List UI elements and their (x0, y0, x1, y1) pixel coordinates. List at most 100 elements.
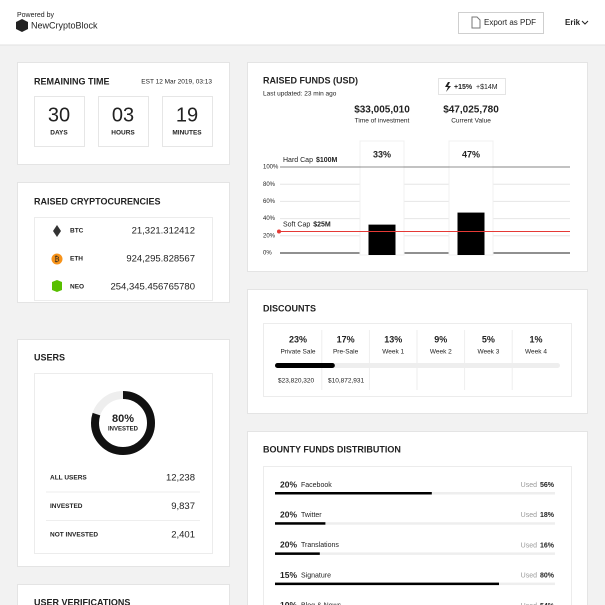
discount-amount: $23,820,320 (278, 378, 315, 385)
user-row-value: 12,238 (166, 473, 195, 484)
card-title: USERS (34, 352, 65, 362)
discount-stage: Week 3 (477, 349, 499, 356)
timestamp: EST 12 Mar 2019, 03:13 (141, 79, 212, 86)
column-amount: $33,005,010 (354, 105, 410, 116)
donut-arc (91, 391, 155, 455)
discount-stage: Week 4 (525, 349, 547, 356)
brand: NewCryptoBlock (31, 20, 98, 30)
column-amount: $47,025,780 (443, 105, 499, 116)
used-value: 80% (540, 572, 555, 579)
user-row-value: 9,837 (171, 501, 195, 512)
card-title: USER VERIFICATIONS (34, 597, 130, 605)
discount-value: 13% (384, 334, 402, 344)
y-tick-label: 80% (263, 182, 276, 188)
badge-change: +15% (454, 84, 473, 91)
y-tick-label: 40% (263, 216, 276, 222)
card-title: RAISED CRYPTOCURENCIES (34, 196, 161, 206)
discount-value: 5% (482, 334, 495, 344)
progress-fill (275, 363, 335, 368)
bounty-name: Facebook (301, 482, 332, 489)
bounty-used: Used 80% (521, 572, 555, 579)
crypto-symbol: BTC (70, 228, 84, 235)
soft-cap-dot (277, 229, 281, 234)
bar (368, 224, 396, 255)
user-chevron[interactable] (581, 20, 589, 25)
bounty-share: 10% (280, 600, 297, 605)
y-tick-label: 20% (263, 233, 276, 239)
timer-unit: HOURS (111, 130, 135, 137)
bounty-fill (275, 492, 432, 495)
discount-stage: Pre-Sale (333, 349, 359, 356)
bounty-share: 15% (280, 570, 297, 580)
inner-panel (34, 217, 213, 301)
bar (457, 212, 485, 255)
card-title: RAISED FUNDS (USD) (263, 75, 358, 85)
bounty-track (275, 522, 555, 525)
eth-icon (53, 225, 61, 237)
bar-label: 47% (462, 149, 480, 159)
discount-stage: Week 1 (382, 349, 404, 356)
card-title: REMAINING TIME (34, 76, 110, 86)
pdf-icon (471, 16, 481, 29)
bounty-fill (275, 552, 320, 555)
bounty-used: Used 16% (521, 542, 555, 549)
bounty-share: 20% (280, 540, 297, 550)
used-prefix: Used (521, 542, 537, 549)
export-label[interactable]: Export as PDF (484, 18, 536, 27)
bounty-track (275, 552, 555, 555)
badge-amount: +$14M (476, 84, 498, 91)
updated: Last updated: 23 min ago (263, 91, 337, 98)
crypto-amount: 254,345.456765780 (110, 282, 195, 293)
bounty-fill (275, 582, 499, 586)
timer-value: 30 (48, 104, 70, 126)
y-tick-label: 100% (263, 165, 279, 171)
cap-amount: $100M (316, 157, 338, 164)
progress-track (275, 363, 560, 368)
bounty-share: 20% (280, 479, 297, 489)
column-caption: Current Value (451, 118, 491, 125)
crypto-amount: 924,295.828567 (126, 254, 195, 265)
column-caption: Time of investment (355, 118, 410, 125)
discount-stage: Week 2 (430, 349, 452, 356)
bounty-name: Signature (301, 572, 331, 579)
y-tick-label: 60% (263, 199, 276, 205)
user-name[interactable]: Erik (565, 18, 581, 27)
cap-amount: $25M (313, 221, 331, 228)
cap-label: Soft Cap $25M (283, 221, 331, 228)
cap-name: Soft Cap (283, 221, 310, 228)
donut-label: 80% (112, 413, 134, 425)
used-prefix: Used (521, 603, 537, 605)
bounty-used: Used 18% (521, 512, 555, 519)
timer-unit: DAYS (50, 130, 68, 137)
discount-amount: $10,872,931 (328, 378, 365, 385)
inner-panel (263, 466, 572, 605)
donut-caption: INVESTED (108, 427, 139, 433)
user-row-label: NOT INVESTED (50, 532, 98, 539)
used-value: 54% (540, 603, 555, 605)
bar-label: 33% (373, 149, 391, 159)
used-prefix: Used (521, 482, 537, 489)
crypto-amount: 21,321.312412 (132, 226, 195, 237)
cap-name: Hard Cap (283, 157, 313, 164)
bounty-name: Twitter (301, 512, 322, 519)
discount-value: 23% (289, 334, 307, 344)
bounty-fill (275, 522, 326, 525)
timer-unit: MINUTES (172, 130, 202, 137)
card-title: BOUNTY FUNDS DISTRIBUTION (263, 444, 401, 454)
cap-label: Hard Cap $100M (283, 157, 338, 164)
timer-box (34, 96, 85, 147)
crypto-symbol: NEO (70, 284, 84, 291)
user-row-value: 2,401 (171, 530, 195, 541)
discount-value: 17% (337, 334, 355, 344)
badge (438, 78, 506, 95)
export-button[interactable]: Export as PDF (458, 12, 544, 34)
logo-icon (16, 19, 28, 32)
used-prefix: Used (521, 572, 537, 579)
powered-by: Powered by (17, 12, 54, 19)
bounty-used: Used54% (521, 603, 555, 605)
discount-stage: Private Sale (280, 349, 315, 356)
neo-icon (52, 280, 62, 292)
timer-box (98, 96, 149, 147)
